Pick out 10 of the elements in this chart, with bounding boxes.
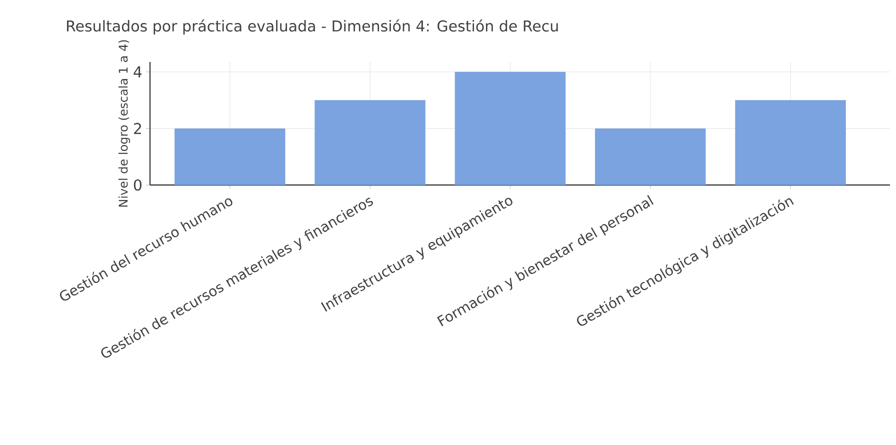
bar — [174, 128, 286, 186]
y-tick-label: 4 — [134, 66, 142, 78]
bar — [314, 100, 426, 186]
chart-title: Resultados por práctica evaluada - Dimensión 4: Gestión de Recu — [67, 19, 558, 35]
y-tick-label: 0 — [134, 179, 142, 191]
bar — [454, 72, 566, 186]
y-tick-label: 2 — [134, 122, 141, 134]
bar — [594, 128, 706, 186]
bar — [735, 100, 846, 186]
y-axis-title: Nivel de logro (escala 1 a 4) — [118, 40, 130, 207]
